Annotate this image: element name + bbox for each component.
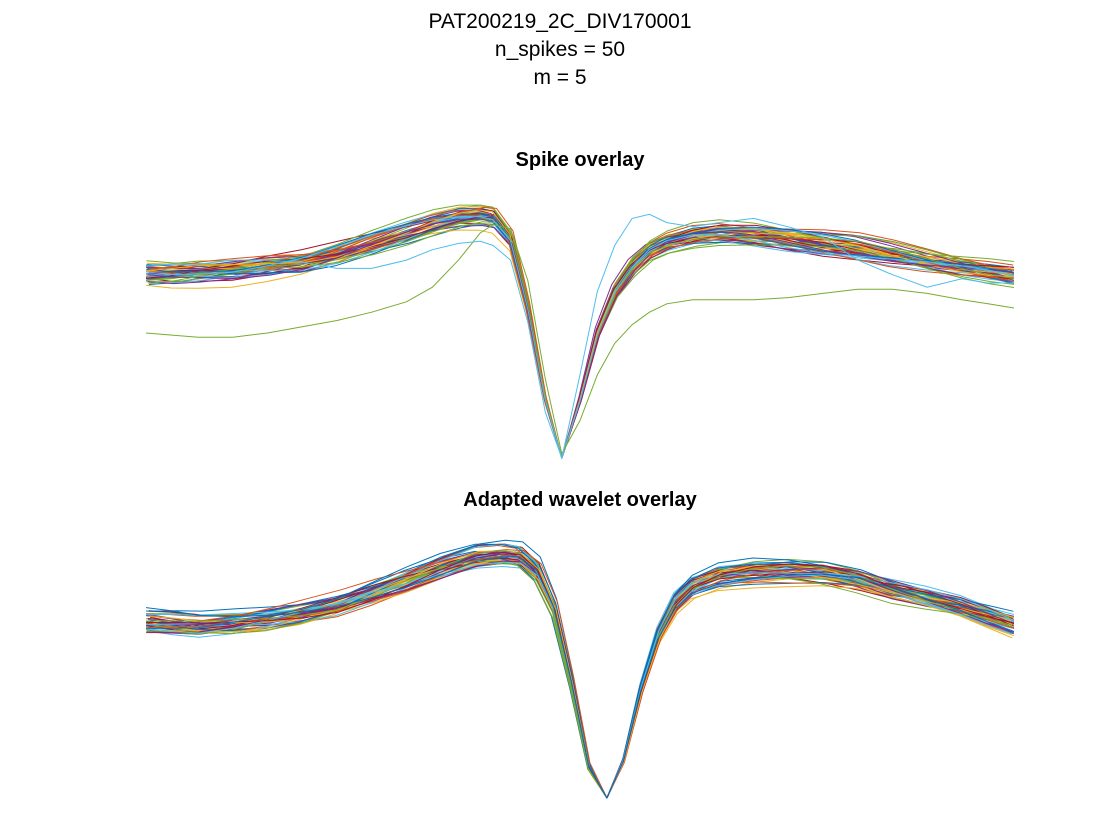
figure-suptitle: PAT200219_2C_DIV170001 n_spikes = 50 m =… [0,8,1120,92]
waveform-line-outlier [146,224,1014,456]
spike-overlay-plot-area [146,196,1014,476]
waveform-line [147,562,1014,799]
waveform-line [146,560,1013,799]
waveform-line [146,561,1014,799]
waveform-line [149,539,1014,799]
spike-overlay-title: Spike overlay [515,149,645,171]
waveform-line-outlier [146,213,1014,460]
suptitle-spike-count: n_spikes = 50 [494,38,626,61]
waveform-line [146,551,1014,799]
spike-overlay-chart [146,204,1014,460]
wavelet-overlay-chart [146,539,1014,799]
waveform-line [147,561,1014,799]
wavelet-overlay-title: Adapted wavelet overlay [463,489,697,511]
waveform-line [148,543,1014,799]
waveform-line [150,549,1014,799]
waveform-line [146,216,1014,459]
waveform-line [146,543,1014,799]
waveform-line [149,206,1014,459]
suptitle-filename: PAT200219_2C_DIV170001 [428,10,692,33]
waveform-line [146,560,1013,799]
waveform-line [146,556,1014,799]
wavelet-overlay-plot-area [146,536,1014,816]
waveform-line [146,550,1013,799]
waveform-line [146,563,1013,799]
suptitle-m-value: m = 5 [533,66,587,89]
